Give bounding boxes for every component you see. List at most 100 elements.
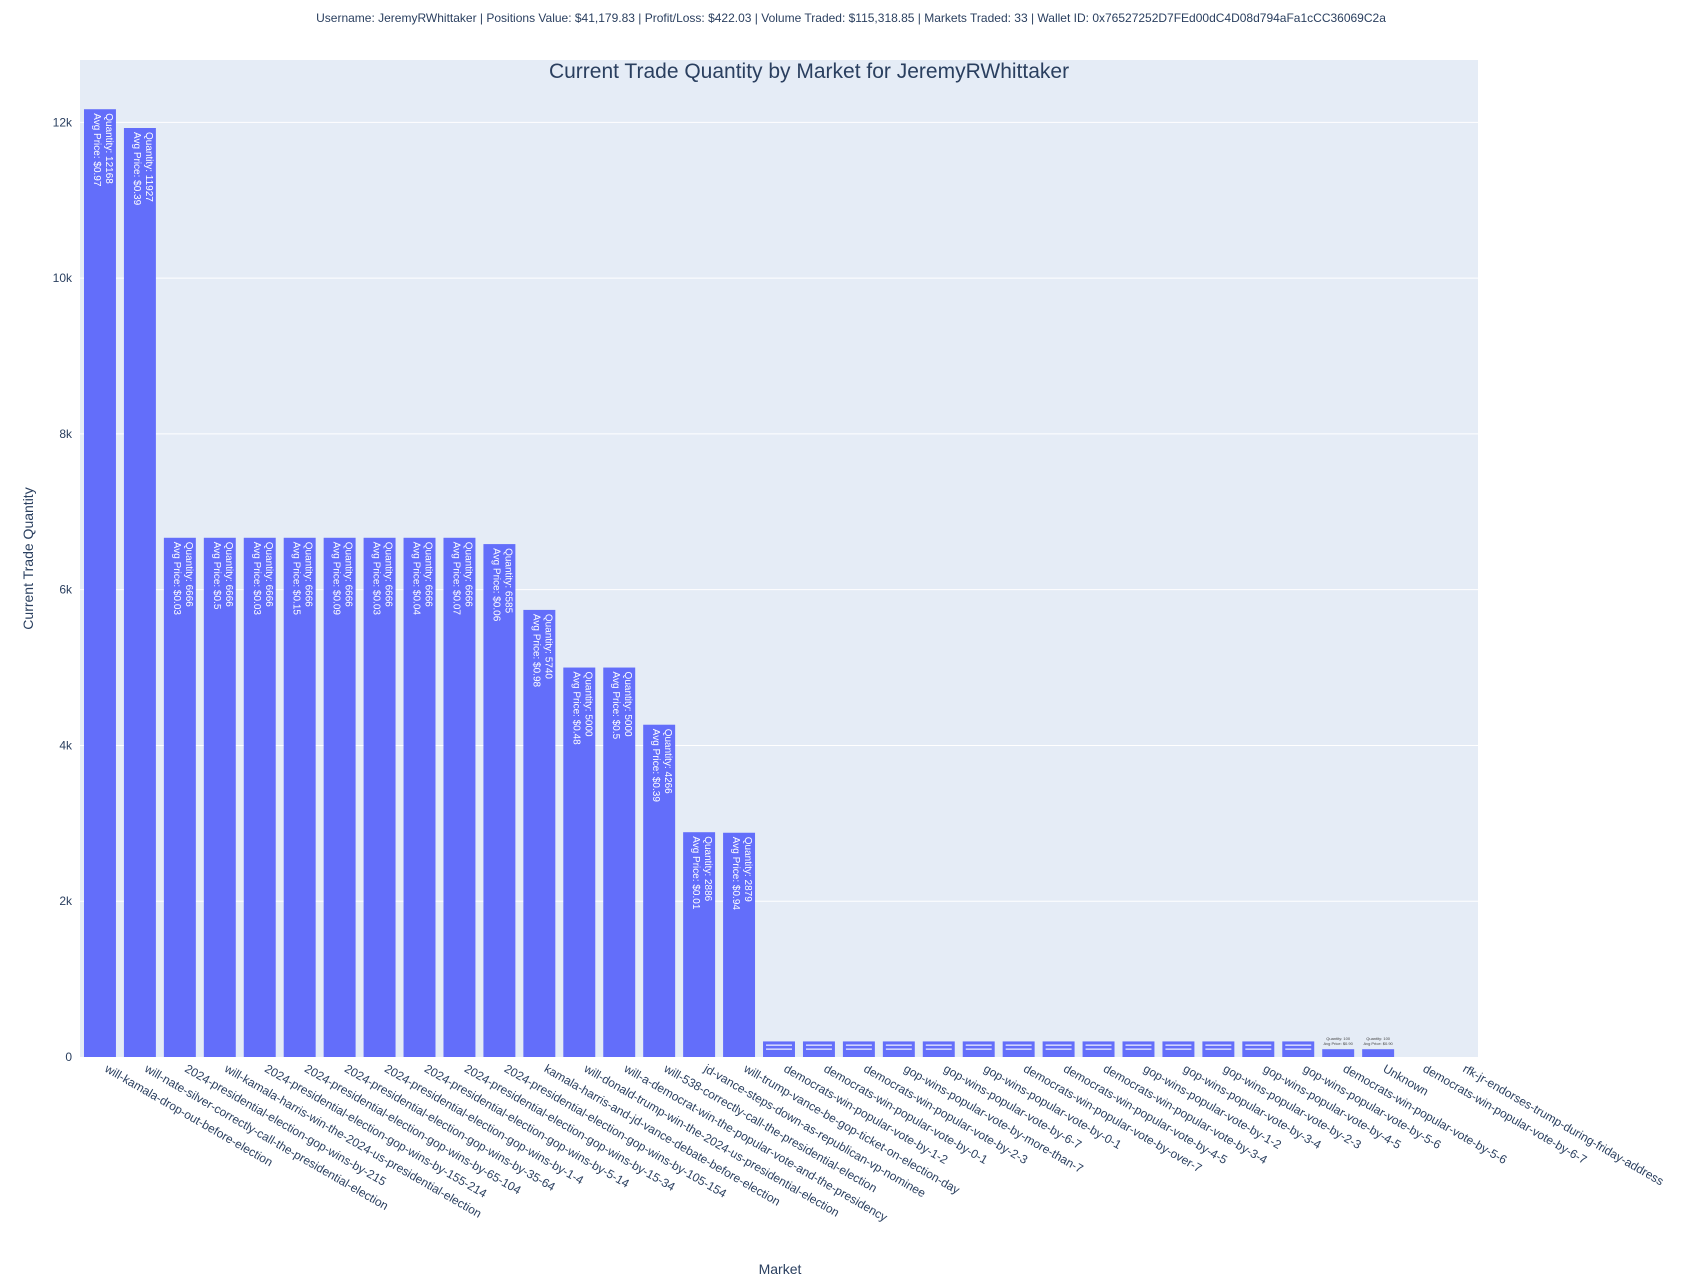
bar-data-label-mark [1125,1048,1152,1050]
bar-data-label-mark [805,1044,832,1046]
y-tick-label: 0 [65,1050,72,1064]
bar-data-label: Quantity: 6666 [462,542,473,607]
bar-data-label: Avg Price: $0.98 [530,614,541,688]
bar-data-label-mark [1125,1044,1152,1046]
bar-data-label: Quantity: 12168 [103,113,114,184]
bar-data-label-mark [805,1048,832,1050]
bar-data-label: Avg Price: $0.01 [690,836,701,910]
bar-data-label: Avg Price: $0.03 [171,542,182,616]
bar-data-label: Quantity: 100 [1366,1036,1391,1041]
bar [203,537,236,1057]
bar-data-label-mark [1245,1044,1272,1046]
bar-data-label: Quantity: 6666 [423,542,434,607]
bar-data-label-mark [925,1048,952,1050]
bar [123,127,156,1057]
bar-data-label: Avg Price: $0.90 [1364,1041,1394,1046]
account-summary: Username: JeremyRWhittaker | Positions V… [316,11,1386,25]
bar-data-label-mark [925,1044,952,1046]
bar [363,537,396,1057]
bar [523,609,556,1057]
bar-data-label: Avg Price: $0.94 [730,837,741,911]
bar-data-label: Avg Price: $0.04 [411,542,422,616]
bar [83,109,116,1058]
bar-data-label: Quantity: 100 [1326,1036,1351,1041]
bar-data-label-mark [766,1048,792,1050]
bar [323,537,356,1057]
bar-data-label-mark [1245,1048,1272,1050]
chart-title: Current Trade Quantity by Market for Jer… [549,60,1069,83]
bar-data-label: Quantity: 4266 [662,729,673,794]
bar-data-label-mark [1085,1048,1112,1050]
bar-data-label-mark [845,1048,872,1050]
bar-data-label: Quantity: 2879 [742,837,753,902]
bar-data-label-mark [766,1044,792,1046]
bar-data-label: Quantity: 2886 [702,836,713,901]
bar [1362,1049,1395,1057]
bar-data-label: Avg Price: $0.07 [450,542,461,616]
bar-data-label: Quantity: 6666 [383,542,394,607]
bar-data-label-mark [1285,1044,1312,1046]
bar-data-label-mark [965,1044,992,1046]
bar-data-label: Quantity: 6666 [223,542,234,607]
bar-data-label-mark [1085,1044,1112,1046]
bar-data-label: Avg Price: $0.03 [371,542,382,616]
bar-data-label-mark [885,1048,912,1050]
y-tick-label: 2k [59,894,73,908]
bar [603,667,636,1057]
y-axis-title: Current Trade Quantity [20,487,36,629]
bar-data-label-mark [1165,1048,1192,1050]
bar-data-label-mark [1005,1044,1032,1046]
bar [283,537,316,1057]
y-tick-label: 12k [53,115,73,129]
bar [683,832,716,1057]
bar-data-label: Avg Price: $0.5 [610,672,621,740]
y-tick-label: 8k [59,427,73,441]
bar-data-label: Quantity: 6666 [263,542,274,607]
bar [403,537,436,1057]
bar [483,544,516,1057]
x-axis-ticks: will-kamala-drop-out-before-electionwill… [102,1061,1667,1224]
bar-data-label: Quantity: 6666 [183,542,194,607]
x-tick-label: rfk-jr-endorses-trump-during-friday-addr… [1461,1061,1667,1188]
bar-data-label: Quantity: 6666 [303,542,314,607]
bar-data-label-mark [965,1048,992,1050]
y-tick-label: 4k [59,738,73,752]
bar-data-label-mark [1045,1048,1072,1050]
bar-data-label: Avg Price: $0.39 [131,132,142,206]
gridlines [80,121,1478,902]
x-axis-title: Market [759,1261,802,1277]
bar-data-label-mark [845,1044,872,1046]
bar-data-label: Avg Price: $0.09 [331,542,342,616]
bar [163,537,196,1057]
bar-data-label: Quantity: 5000 [622,672,633,737]
bar-data-label-mark [1045,1044,1072,1046]
bar-data-label: Avg Price: $0.15 [291,542,302,616]
bar [1322,1049,1355,1057]
bar-data-label-mark [1165,1044,1192,1046]
bar [563,667,596,1057]
bar-data-label: Avg Price: $0.5 [211,542,222,610]
bar-data-label-mark [1285,1048,1312,1050]
bar-data-label: Avg Price: $0.97 [91,113,102,187]
bar-data-label-mark [885,1044,912,1046]
bar-data-label: Avg Price: $0.48 [570,672,581,746]
bar-data-label-mark [1005,1048,1032,1050]
bar-data-label: Avg Price: $0.06 [490,548,501,622]
bar-data-label: Quantity: 6666 [343,542,354,607]
bar [723,832,756,1057]
bar [243,537,276,1057]
bar-data-label: Quantity: 5740 [542,614,553,679]
y-tick-label: 10k [53,271,73,285]
bar-data-label: Quantity: 11927 [143,132,154,202]
bar-data-label: Avg Price: $0.03 [251,542,262,616]
bars [83,109,1395,1058]
bar-data-label-mark [1205,1048,1232,1050]
bar-data-label: Quantity: 6585 [502,548,513,613]
bar-data-label: Quantity: 5000 [582,672,593,737]
bar-data-label-mark [1205,1044,1232,1046]
bar [443,537,476,1057]
y-axis-ticks: 0 2k 4k 6k 8k 10k 12k [53,115,73,1064]
bar-data-label: Avg Price: $0.39 [650,729,661,803]
